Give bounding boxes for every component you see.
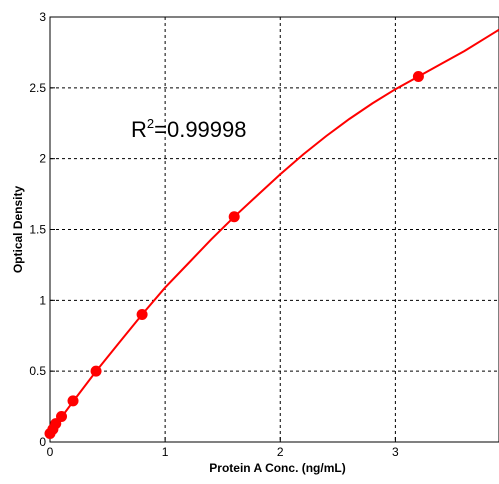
data-point-layer	[44, 71, 424, 439]
y-axis-title: Optical Density	[11, 185, 25, 273]
x-tick-label: 2	[277, 445, 284, 459]
grid-layer	[50, 17, 499, 442]
x-axis-title: Protein A Conc. (ng/mL)	[209, 461, 345, 475]
r-squared-superscript: 2	[147, 116, 154, 131]
y-tick-label: 1	[39, 293, 46, 307]
data-point	[90, 365, 102, 377]
fit-curve-line	[49, 28, 499, 435]
data-point	[136, 309, 148, 320]
r-squared-prefix: R	[131, 117, 147, 142]
y-tick-label: 0	[39, 435, 46, 449]
data-point	[228, 211, 240, 223]
x-tick-label: 3	[392, 445, 399, 459]
data-point	[56, 411, 68, 422]
x-tick-label: 1	[162, 445, 169, 459]
tick-layer: 0 1 2 3 0 0.5 1 1.5 2 2.5 3	[29, 10, 399, 459]
x-tick-label: 0	[47, 445, 54, 459]
data-point	[412, 71, 424, 82]
y-tick-label: 3	[39, 10, 46, 24]
y-tick-label: 0.5	[29, 364, 46, 378]
y-tick-label: 2.5	[29, 81, 46, 95]
r-squared-annotation: R2=0.99998	[131, 116, 247, 142]
data-point	[67, 395, 79, 407]
y-tick-label: 2	[39, 152, 46, 166]
y-tick-label: 1.5	[29, 223, 46, 237]
r-squared-value: =0.99998	[154, 117, 246, 142]
